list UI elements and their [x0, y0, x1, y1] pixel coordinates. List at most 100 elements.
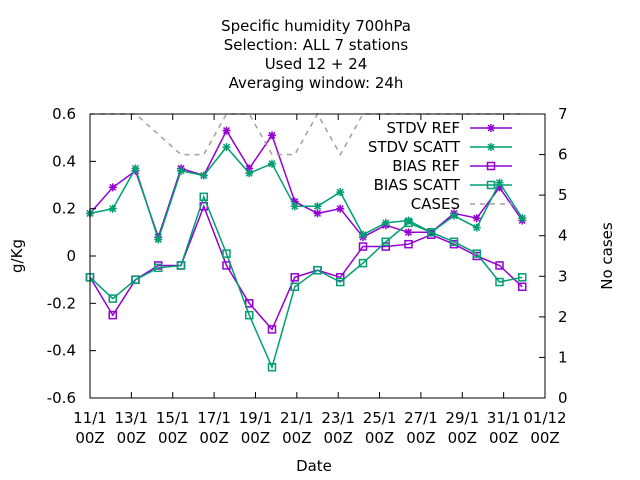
- data-point-stroke: [487, 143, 495, 151]
- data-point-stroke: [268, 131, 276, 139]
- data-point: [154, 263, 163, 273]
- data-point: [222, 249, 231, 258]
- data-point: [313, 202, 322, 211]
- data-point-stroke: [222, 127, 231, 135]
- data-point-stroke: [245, 169, 253, 177]
- x-tick-date: 13/1: [115, 409, 149, 427]
- x-tick-hour: 00Z: [282, 429, 311, 447]
- data-point-stroke: [291, 202, 299, 210]
- legend-label: STDV REF: [386, 119, 460, 137]
- y2-tick-label: 4: [558, 227, 568, 245]
- data-point: [449, 237, 459, 247]
- data-point: [108, 183, 117, 192]
- data-point-stroke: [359, 231, 367, 239]
- data-point: [154, 235, 163, 244]
- x-tick-date: 25/1: [363, 409, 397, 427]
- y-tick-label: -0.2: [47, 294, 76, 312]
- y2-axis: 0 1 2 3 4 5 6 7: [539, 105, 568, 407]
- x-axis-label: Date: [296, 457, 332, 475]
- y-tick-label: 0: [66, 247, 76, 265]
- data-point: [359, 230, 367, 239]
- y2-tick-label: 5: [558, 186, 568, 204]
- x-tick-date: 31/1: [487, 409, 521, 427]
- data-point-stroke: [518, 214, 526, 222]
- data-point-stroke: [177, 167, 185, 175]
- data-point-stroke: [109, 183, 117, 191]
- data-point: [487, 124, 495, 132]
- data-point-stroke: [382, 219, 390, 227]
- data-point: [404, 218, 413, 228]
- data-point: [245, 169, 254, 178]
- data-point: [268, 131, 276, 140]
- x-tick-date: 21/1: [280, 409, 314, 427]
- data-point-stroke: [404, 228, 413, 236]
- data-point: [290, 202, 299, 211]
- x-tick-date: 29/1: [445, 409, 479, 427]
- data-point: [518, 282, 527, 292]
- data-point: [381, 218, 390, 227]
- series-bias-scatt: [85, 192, 527, 372]
- data-point-stroke: [313, 202, 322, 210]
- y-axis-label: g/Kg: [8, 239, 26, 273]
- data-point-stroke: [268, 160, 276, 168]
- data-point-stroke: [473, 214, 481, 222]
- data-point: [199, 171, 208, 180]
- y2-tick-label: 6: [558, 146, 568, 164]
- legend-label: CASES: [411, 195, 460, 213]
- data-point-stroke: [336, 205, 344, 213]
- data-point-stroke: [313, 209, 322, 217]
- x-tick-hour: 00Z: [323, 429, 352, 447]
- x-tick-hour: 00Z: [199, 429, 228, 447]
- data-point: [222, 261, 231, 270]
- data-point-stroke: [222, 143, 231, 151]
- series-stdv-scatt: [86, 143, 527, 244]
- y-tick-label: 0.6: [52, 105, 76, 123]
- data-point: [358, 258, 368, 268]
- legend-label: STDV SCATT: [368, 138, 461, 156]
- x-tick-hour: 00Z: [158, 429, 187, 447]
- data-point: [518, 273, 527, 282]
- data-point-stroke: [473, 224, 481, 232]
- x-tick-date: 11/1: [73, 409, 107, 427]
- data-point: [177, 166, 185, 175]
- data-point: [290, 282, 299, 292]
- data-point: [131, 164, 140, 173]
- data-point: [267, 325, 277, 334]
- data-point: [199, 192, 208, 202]
- data-point: [222, 126, 231, 135]
- data-point: [313, 209, 322, 218]
- data-point-stroke: [131, 164, 140, 172]
- data-point: [404, 239, 413, 249]
- data-point: [176, 261, 186, 270]
- data-point: [108, 310, 117, 320]
- data-point-stroke: [336, 188, 344, 196]
- data-point: [245, 299, 254, 308]
- x-tick-date: 19/1: [239, 409, 273, 427]
- data-point-stroke: [487, 124, 495, 132]
- x-tick-hour: 00Z: [365, 429, 394, 447]
- y-tick-label: 0.4: [52, 152, 76, 170]
- title-line: Specific humidity 700hPa: [221, 17, 411, 35]
- title-line: Selection: ALL 7 stations: [224, 36, 409, 54]
- data-point: [336, 204, 345, 213]
- data-point: [487, 143, 495, 151]
- legend-label: BIAS REF: [392, 157, 460, 175]
- series-line: [89, 194, 523, 370]
- x-tick-hour: 00Z: [530, 429, 559, 447]
- data-point: [404, 228, 413, 237]
- data-point: [472, 223, 481, 232]
- data-point: [518, 214, 527, 223]
- data-point: [472, 214, 481, 223]
- x-tick-date: 27/1: [404, 409, 438, 427]
- data-point: [313, 265, 322, 275]
- y2-tick-label: 1: [558, 348, 568, 366]
- y-axis: -0.6 -0.4 -0.2 0 0.2 0.4 0.6: [47, 105, 96, 407]
- y2-tick-label: 7: [558, 105, 568, 123]
- y2-tick-label: 0: [558, 389, 568, 407]
- x-axis: 11/1 00Z 13/1 00Z 15/1 00Z 17/1 00Z 19/1 00Z 21/1 0…: [73, 114, 567, 447]
- series-stdv-ref: [86, 126, 527, 242]
- data-point: [486, 180, 496, 190]
- data-point: [222, 143, 231, 152]
